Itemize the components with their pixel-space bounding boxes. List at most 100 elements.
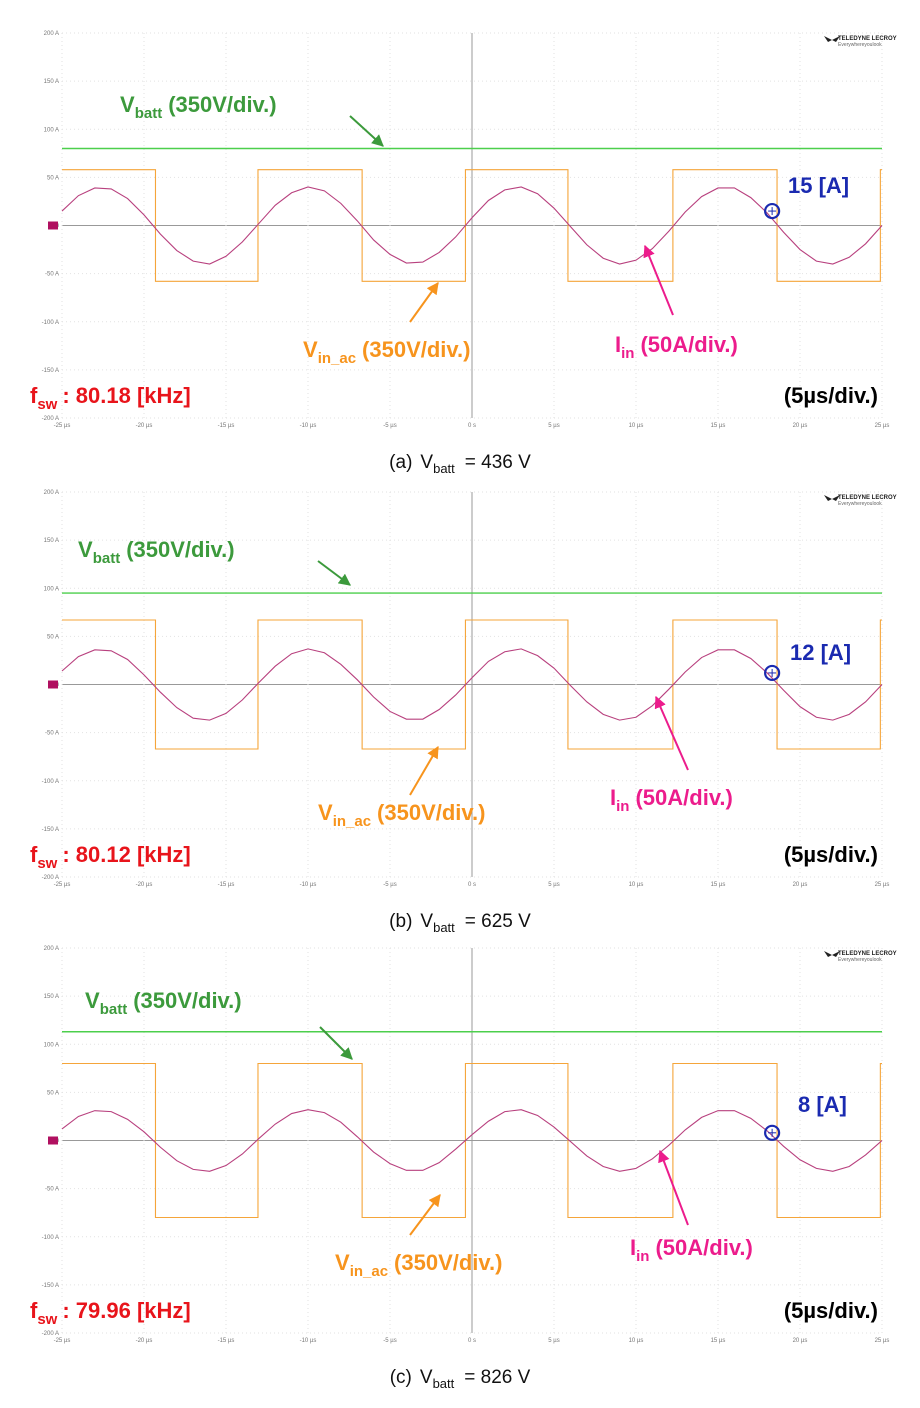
x-tick-label: 20 µs [793,423,808,429]
arrow [349,115,384,147]
y-tick-label: -150 A [42,1283,59,1289]
x-tick-label: 25 µs [875,882,890,888]
y-tick-label: 200 A [44,490,59,496]
y-tick-label: -100 A [42,1235,59,1241]
arrow [409,1194,441,1236]
y-tick-label: 50 A [47,634,59,640]
label-scale: (50A/div.) [655,1235,752,1260]
y-tick-label: -150 A [42,368,59,374]
trace [62,1062,882,1219]
fsw-symbol: f [30,383,38,408]
fsw-text: : 79.96 [kHz] [62,1298,190,1323]
y-tick-label: 150 A [44,994,59,1000]
logo-tagline: Everywhereyoulook [838,42,882,48]
timebase: (5µs/div.) [784,1298,878,1323]
label-symbol: V [120,92,135,117]
logo-icon [824,951,840,957]
label-symbol: I [610,785,616,810]
y-tick-label: -200 A [42,1331,59,1337]
logo-icon [824,36,840,42]
label-scale: (350V/div.) [394,1250,502,1275]
x-tick-label: 25 µs [875,1338,890,1344]
caption-symbol: V [420,452,433,473]
y-tick-label: -50 A [45,1187,59,1193]
series-label: Vin_ac (350V/div.) [303,337,470,367]
y-tick-label: 100 A [44,127,59,133]
label-subscript: batt [135,105,163,122]
logo-tagline: Everywhereyoulook [838,501,882,507]
timebase: (5µs/div.) [784,842,878,867]
x-tick-label: -20 µs [136,1338,153,1344]
x-tick-label: 5 µs [548,882,559,888]
label-symbol: V [318,800,333,825]
x-tick-label: 15 µs [711,882,726,888]
label-subscript: in [636,1248,649,1265]
x-tick-label: -15 µs [218,423,235,429]
caption-subscript: batt [433,461,455,476]
y-tick-label: 150 A [44,538,59,544]
x-tick-label: -25 µs [54,1338,71,1344]
y-tick-label: -50 A [45,731,59,737]
switching-frequency: fsw : 80.12 [kHz] [30,842,191,872]
label-scale: (350V/div.) [362,337,470,362]
caption-text: = 436 V [465,452,531,473]
marker-label: 8 [A] [798,1092,847,1117]
x-tick-label: -15 µs [218,882,235,888]
arrow [643,244,674,316]
x-tick-label: 10 µs [629,1338,644,1344]
caption-symbol: V [420,1367,433,1388]
label-symbol: V [78,537,93,562]
series-label: Vin_ac (350V/div.) [335,1250,502,1280]
x-tick-label: 15 µs [711,1338,726,1344]
label-scale: (50A/div.) [635,785,732,810]
label-subscript: in [621,345,634,362]
arrow [409,282,439,323]
arrow [409,745,439,796]
arrow [654,695,689,771]
fsw-text: : 80.12 [kHz] [62,842,190,867]
label-subscript: batt [93,550,121,567]
y-tick-label: 200 A [44,946,59,952]
y-tick-label: -200 A [42,875,59,881]
fsw-subscript: sw [37,396,57,413]
y-tick-label: -100 A [42,779,59,785]
series-label: Iin (50A/div.) [615,332,738,362]
x-tick-label: -25 µs [54,423,71,429]
y-tick-label: 200 A [44,31,59,37]
x-tick-label: -5 µs [383,1338,396,1344]
caption-text: = 625 V [465,911,531,932]
trace [62,619,882,750]
fsw-subscript: sw [37,855,57,872]
y-tick-label: 100 A [44,1042,59,1048]
label-subscript: in_ac [350,1263,388,1280]
ground-marker [48,680,58,689]
fsw-text: : 80.18 [kHz] [62,383,190,408]
trace [62,169,882,282]
switching-frequency: fsw : 80.18 [kHz] [30,383,191,413]
x-tick-label: 0 s [468,423,476,429]
fsw-symbol: f [30,1298,38,1323]
x-tick-label: 0 s [468,1338,476,1344]
arrow [317,560,351,586]
logo-tagline: Everywhereyoulook [838,957,882,963]
y-tick-label: -150 A [42,827,59,833]
x-tick-label: 5 µs [548,423,559,429]
x-tick-label: -5 µs [383,423,396,429]
y-tick-label: 50 A [47,175,59,181]
caption-subscript: batt [433,920,455,935]
fsw-symbol: f [30,842,38,867]
x-tick-label: -25 µs [54,882,71,888]
label-subscript: in_ac [333,813,371,830]
y-tick-label: 150 A [44,79,59,85]
fsw-subscript: sw [37,1311,57,1328]
series-label: Vbatt (350V/div.) [78,537,235,567]
label-scale: (50A/div.) [640,332,737,357]
ground-marker [48,1136,58,1145]
arrow [319,1026,353,1060]
marker-label: 12 [A] [790,640,851,665]
